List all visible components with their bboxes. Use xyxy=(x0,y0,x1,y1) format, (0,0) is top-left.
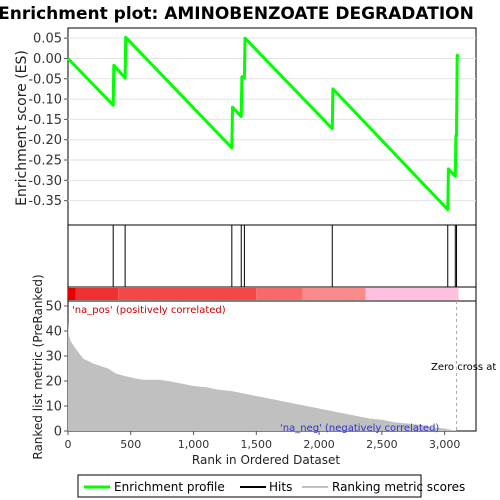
es-y-tick-label: -0.30 xyxy=(28,174,62,189)
metric-x-ticks: 0 500 1,000 1,500 2,000 2,500 3,000 xyxy=(65,431,461,451)
colorbar-segment xyxy=(256,288,303,300)
x-tick-label: 2,000 xyxy=(303,438,335,451)
metric-y-tick-label: 50 xyxy=(45,300,62,315)
es-grid xyxy=(68,37,476,202)
colorbar-segment xyxy=(365,288,459,300)
es-y-tick-label: -0.25 xyxy=(28,154,62,169)
legend-label-ranking-metric-scores: Ranking metric scores xyxy=(332,480,465,494)
ranking-metric-series xyxy=(68,321,458,431)
x-tick-label: 3,000 xyxy=(429,438,461,451)
enrichment-panel xyxy=(67,27,477,226)
colorbar-segment xyxy=(68,288,76,300)
enrichment-profile-series xyxy=(66,35,460,212)
hit-marks xyxy=(112,225,458,287)
chart-title: Enrichment plot: AMINOBENZOATE DEGRADATI… xyxy=(0,4,474,24)
es-y-tick-label: -0.35 xyxy=(28,194,62,209)
metric-y-axis-title: Ranked list metric (PreRanked) xyxy=(31,274,45,459)
es-y-tick-label: -0.10 xyxy=(28,93,62,108)
x-tick-label: 1,500 xyxy=(241,438,273,451)
metric-y-tick-label: 10 xyxy=(45,400,62,415)
enrichment-profile-line xyxy=(66,35,460,212)
es-y-tick-label: -0.05 xyxy=(28,72,62,87)
colorbar xyxy=(68,288,459,300)
metric-y-tick-label: 20 xyxy=(45,375,62,390)
metric-y-ticks: 0 10 20 30 40 50 xyxy=(45,300,68,440)
legend-item-ranking-metric-scores: Ranking metric scores xyxy=(302,480,465,494)
es-y-tick-label: -0.15 xyxy=(28,113,62,128)
hits-panel xyxy=(67,224,477,288)
ranking-metric-area xyxy=(68,321,458,431)
colorbar-segment xyxy=(118,288,257,300)
metric-y-tick-label: 40 xyxy=(45,325,62,340)
colorbar-segment xyxy=(302,288,366,300)
es-y-tick-label: 0.00 xyxy=(33,52,62,67)
x-axis-title: Rank in Ordered Dataset xyxy=(192,453,340,467)
es-y-tick-label: 0.05 xyxy=(33,32,62,47)
colorbar-segment xyxy=(75,288,119,300)
x-tick-label: 0 xyxy=(65,438,72,451)
metric-y-tick-label: 0 xyxy=(54,425,62,440)
negative-correlation-label: 'na_neg' (negatively correlated) xyxy=(280,423,439,434)
legend-item-hits: Hits xyxy=(240,480,292,494)
es-y-ticks: 0.05 0.00 -0.05 -0.10 -0.15 -0.20 -0.25 -0.30 -0… xyxy=(28,32,68,209)
legend-item-enrichment-profile: Enrichment profile xyxy=(84,480,225,494)
legend-label-hits: Hits xyxy=(269,480,292,494)
x-tick-label: 2,500 xyxy=(366,438,398,451)
es-y-tick-label: -0.20 xyxy=(28,133,62,148)
x-tick-label: 500 xyxy=(120,438,141,451)
zero-cross-label: Zero cross at 3 xyxy=(431,362,500,373)
metric-y-tick-label: 30 xyxy=(45,350,62,365)
es-y-axis-title: Enrichment score (ES) xyxy=(14,50,30,206)
legend-label-enrichment-profile: Enrichment profile xyxy=(114,480,225,494)
positive-correlation-label: 'na_pos' (positively correlated) xyxy=(72,305,226,316)
x-tick-label: 1,000 xyxy=(178,438,210,451)
